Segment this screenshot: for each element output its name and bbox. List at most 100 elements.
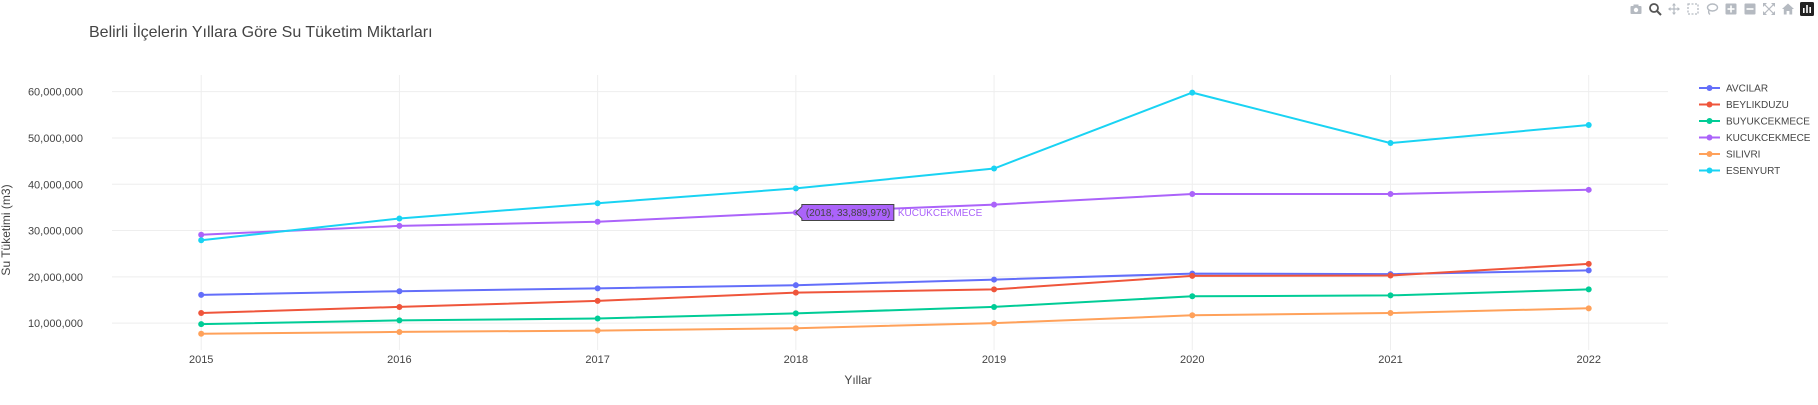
- series-line[interactable]: [201, 269, 1589, 296]
- data-point[interactable]: [1585, 122, 1592, 128]
- data-point[interactable]: [396, 215, 403, 222]
- data-point[interactable]: [594, 315, 601, 322]
- hover-tooltip-box: [795, 204, 895, 222]
- data-point[interactable]: [1189, 293, 1196, 300]
- data-point[interactable]: [198, 330, 205, 337]
- y-tick-label: 10,000,000: [28, 318, 83, 330]
- data-point[interactable]: [396, 222, 403, 229]
- x-tick-label: 2015: [189, 354, 213, 366]
- data-point[interactable]: [792, 310, 799, 317]
- legend-item-avcilar[interactable]: AVCILAR: [1699, 84, 1768, 95]
- data-point[interactable]: [792, 289, 799, 296]
- x-tick-label: 2020: [1180, 354, 1204, 366]
- data-point[interactable]: [792, 282, 799, 289]
- data-point[interactable]: [1585, 260, 1592, 267]
- legend-marker: [1706, 85, 1713, 91]
- legend-item-silivri[interactable]: SILIVRI: [1699, 150, 1760, 161]
- legend-item-esenyurt[interactable]: ESENYURT: [1699, 166, 1780, 177]
- data-point[interactable]: [1585, 286, 1592, 293]
- data-point[interactable]: [594, 285, 601, 292]
- data-point[interactable]: [1387, 309, 1394, 316]
- data-point[interactable]: [594, 200, 601, 207]
- data-point[interactable]: [1585, 267, 1592, 274]
- data-point[interactable]: [991, 303, 998, 310]
- series-avcilar[interactable]: [198, 267, 1592, 298]
- data-point[interactable]: [1585, 186, 1592, 193]
- x-tick-label: 2017: [585, 354, 609, 366]
- legend-item-buyukcekmece[interactable]: BUYUKCEKMECE: [1699, 117, 1810, 128]
- x-tick-label: 2016: [387, 354, 411, 366]
- legend-marker: [1706, 134, 1713, 141]
- data-point[interactable]: [198, 231, 205, 238]
- series-line[interactable]: [201, 307, 1589, 335]
- pan-icon[interactable]: [1667, 2, 1681, 16]
- hover-tooltip-value: (2018, 33,889,979): [806, 208, 891, 219]
- series-line[interactable]: [201, 262, 1589, 314]
- data-point[interactable]: [1387, 190, 1394, 197]
- y-tick-label: 50,000,000: [28, 133, 83, 145]
- reset-axes-icon[interactable]: [1781, 2, 1795, 16]
- x-axis-ticks: 2015 2016 2017 2018 2019 2020 2021 2022: [189, 354, 1601, 366]
- series-line[interactable]: [201, 188, 1589, 236]
- series-line[interactable]: [201, 91, 1589, 242]
- y-axis-ticks: 10,000,000 20,000,000 30,000,000 40,000,000…: [28, 87, 83, 330]
- y-axis-title: Su Tüketimi (m3): [0, 184, 13, 275]
- data-point[interactable]: [1585, 305, 1592, 312]
- zoom-icon[interactable]: [1648, 2, 1662, 16]
- data-point[interactable]: [198, 309, 205, 316]
- lasso-select-icon[interactable]: [1705, 2, 1719, 16]
- legend-label: BEYLIKDUZU: [1726, 100, 1789, 111]
- data-point[interactable]: [1189, 190, 1196, 197]
- series-layer: [198, 89, 1592, 337]
- series-kucukcekmece[interactable]: [198, 186, 1592, 238]
- data-point[interactable]: [792, 325, 799, 332]
- legend-marker: [1706, 101, 1713, 108]
- series-line[interactable]: [201, 288, 1589, 326]
- data-point[interactable]: [991, 320, 998, 327]
- y-tick-label: 20,000,000: [28, 272, 83, 284]
- legend-item-beylikduzu[interactable]: BEYLIKDUZU: [1699, 100, 1789, 111]
- chart-modebar: [1629, 2, 1814, 16]
- data-point[interactable]: [396, 328, 403, 335]
- data-point[interactable]: [991, 165, 998, 172]
- data-point[interactable]: [991, 201, 998, 208]
- zoom-in-icon[interactable]: [1724, 2, 1738, 16]
- legend-label: KUCUKCEKMECE: [1726, 133, 1811, 144]
- data-point[interactable]: [198, 291, 205, 298]
- data-point[interactable]: [991, 276, 998, 283]
- series-buyukcekmece[interactable]: [198, 286, 1592, 328]
- y-tick-label: 30,000,000: [28, 226, 83, 238]
- legend: AVCILAR BEYLIKDUZU BUYUKCEKMECE KUCUKCEKMEC…: [1699, 84, 1811, 177]
- data-point[interactable]: [1387, 292, 1394, 299]
- data-point[interactable]: [396, 303, 403, 310]
- data-point[interactable]: [198, 237, 205, 244]
- data-point[interactable]: [1189, 272, 1196, 279]
- legend-item-kucukcekmece[interactable]: KUCUKCEKMECE: [1699, 133, 1811, 144]
- series-esenyurt[interactable]: [198, 89, 1592, 244]
- x-tick-label: 2018: [784, 354, 808, 366]
- data-point[interactable]: [991, 286, 998, 293]
- data-point[interactable]: [396, 317, 403, 324]
- data-point[interactable]: [594, 297, 601, 304]
- series-beylikduzu[interactable]: [198, 260, 1592, 316]
- camera-icon[interactable]: [1629, 2, 1643, 16]
- data-point[interactable]: [1387, 140, 1394, 147]
- data-point[interactable]: [1189, 89, 1196, 96]
- legend-marker: [1706, 118, 1713, 124]
- autoscale-icon[interactable]: [1762, 2, 1776, 16]
- box-select-icon[interactable]: [1686, 2, 1700, 16]
- hover-layer: (2018, 33,889,979) KUCUKCEKMECE: [795, 204, 983, 222]
- plotly-logo-icon: [1800, 2, 1814, 16]
- data-point[interactable]: [594, 218, 601, 225]
- data-point[interactable]: [396, 288, 403, 295]
- y-tick-label: 60,000,000: [28, 87, 83, 99]
- data-point[interactable]: [594, 327, 601, 334]
- data-point[interactable]: [792, 185, 799, 192]
- data-point[interactable]: [1189, 312, 1196, 319]
- zoom-out-icon[interactable]: [1743, 2, 1757, 16]
- chart-title: Belirli İlçelerin Yıllara Göre Su Tüketi…: [89, 22, 433, 41]
- data-point[interactable]: [1387, 272, 1394, 279]
- data-point[interactable]: [198, 321, 205, 328]
- series-silivri[interactable]: [198, 305, 1592, 337]
